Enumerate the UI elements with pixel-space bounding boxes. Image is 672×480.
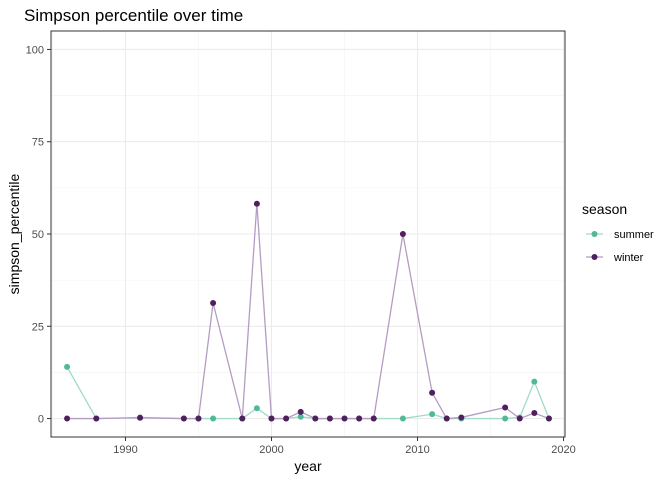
data-point-winter — [531, 410, 538, 417]
legend-label-summer: summer — [614, 229, 654, 241]
x-axis-ticks: 1990 2000 2010 2020 — [113, 437, 576, 456]
x-tick-label: 2020 — [551, 444, 575, 456]
y-tick-label: 100 — [26, 44, 44, 56]
data-point-winter — [137, 414, 144, 421]
y-tick-label: 0 — [38, 414, 44, 426]
data-point-winter — [516, 415, 523, 422]
data-point-winter — [93, 415, 100, 422]
data-point-winter — [239, 415, 246, 422]
data-point-summer — [531, 378, 538, 385]
data-point-winter — [64, 415, 71, 422]
data-point-winter — [283, 415, 290, 422]
data-point-winter — [253, 200, 260, 207]
y-axis-title: simpson_percentile — [6, 173, 22, 294]
x-tick-label: 2000 — [259, 444, 283, 456]
legend-key-point-summer — [591, 231, 598, 237]
data-point-winter — [195, 415, 202, 422]
data-point-winter — [341, 415, 348, 422]
legend-label-winter: winter — [613, 252, 644, 264]
data-point-winter — [429, 389, 436, 396]
data-point-winter — [458, 414, 465, 421]
data-point-winter — [268, 415, 275, 422]
x-axis-title: year — [294, 458, 322, 474]
data-point-summer — [429, 411, 436, 418]
data-point-winter — [326, 415, 333, 422]
series-points — [64, 200, 552, 422]
data-point-winter — [210, 300, 217, 307]
data-point-winter — [399, 231, 406, 237]
data-point-winter — [312, 415, 319, 422]
major-gridlines — [51, 31, 565, 437]
legend: season summer winter — [582, 201, 654, 264]
data-point-winter — [356, 415, 363, 422]
data-point-winter — [180, 415, 187, 422]
y-tick-label: 50 — [32, 229, 44, 241]
legend-title: season — [582, 201, 627, 217]
data-point-winter — [443, 415, 450, 422]
data-point-winter — [297, 408, 304, 415]
chart-title: Simpson percentile over time — [24, 6, 243, 25]
data-point-summer — [210, 415, 217, 422]
data-point-winter — [545, 415, 552, 422]
legend-items: summer winter — [586, 229, 654, 264]
legend-key-point-winter — [591, 254, 598, 260]
data-point-winter — [370, 415, 377, 422]
y-tick-label: 25 — [32, 321, 44, 333]
data-point-summer — [297, 413, 304, 420]
data-point-summer — [399, 415, 406, 422]
y-tick-label: 75 — [32, 137, 44, 149]
data-point-winter — [502, 404, 509, 411]
x-tick-label: 2010 — [405, 444, 429, 456]
data-point-summer — [253, 405, 260, 412]
data-point-summer — [64, 363, 71, 370]
x-tick-label: 1990 — [113, 444, 137, 456]
y-axis-ticks: 0 25 50 75 100 — [26, 44, 51, 426]
data-point-summer — [502, 415, 509, 422]
